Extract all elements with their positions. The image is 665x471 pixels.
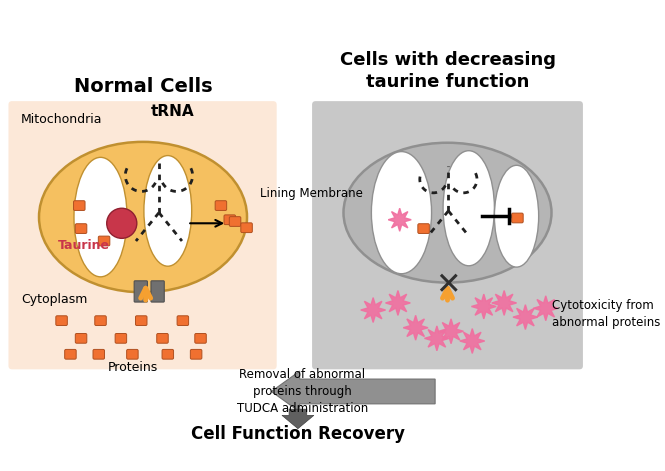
- FancyBboxPatch shape: [418, 224, 430, 234]
- FancyArrow shape: [271, 371, 435, 412]
- Polygon shape: [460, 329, 485, 353]
- Text: Cytoplasm: Cytoplasm: [21, 293, 87, 306]
- FancyBboxPatch shape: [312, 101, 583, 369]
- FancyBboxPatch shape: [74, 201, 85, 211]
- Text: Cell Function Recovery: Cell Function Recovery: [191, 425, 405, 443]
- Polygon shape: [533, 296, 558, 321]
- FancyBboxPatch shape: [126, 349, 138, 359]
- FancyBboxPatch shape: [93, 349, 104, 359]
- Text: Cells with decreasing
taurine function: Cells with decreasing taurine function: [340, 51, 555, 91]
- Text: Removal of abnormal
proteins through
TUDCA administration: Removal of abnormal proteins through TUD…: [237, 368, 368, 415]
- FancyBboxPatch shape: [75, 224, 87, 234]
- FancyBboxPatch shape: [229, 217, 241, 227]
- Text: Taurine: Taurine: [58, 239, 110, 252]
- Polygon shape: [471, 294, 496, 319]
- FancyBboxPatch shape: [95, 316, 106, 325]
- Text: Lining Membrane: Lining Membrane: [260, 187, 362, 200]
- FancyBboxPatch shape: [190, 349, 202, 359]
- Polygon shape: [403, 316, 428, 340]
- FancyArrow shape: [282, 409, 314, 429]
- Text: Cytotoxicity from
abnormal proteins: Cytotoxicity from abnormal proteins: [552, 300, 660, 329]
- FancyBboxPatch shape: [151, 281, 164, 302]
- FancyBboxPatch shape: [215, 201, 227, 211]
- Ellipse shape: [371, 152, 432, 274]
- FancyBboxPatch shape: [136, 316, 147, 325]
- Ellipse shape: [74, 157, 127, 277]
- Polygon shape: [424, 326, 450, 351]
- Polygon shape: [491, 291, 517, 316]
- FancyBboxPatch shape: [134, 281, 148, 302]
- Polygon shape: [388, 208, 411, 231]
- FancyBboxPatch shape: [195, 333, 206, 343]
- Polygon shape: [439, 319, 464, 344]
- Ellipse shape: [494, 165, 539, 267]
- FancyBboxPatch shape: [65, 349, 76, 359]
- FancyBboxPatch shape: [177, 316, 189, 325]
- Circle shape: [106, 208, 137, 238]
- Ellipse shape: [443, 151, 494, 266]
- Ellipse shape: [39, 142, 247, 292]
- Ellipse shape: [344, 143, 551, 283]
- FancyBboxPatch shape: [75, 333, 87, 343]
- Text: tRNA: tRNA: [150, 104, 194, 119]
- Text: Proteins: Proteins: [107, 361, 158, 374]
- FancyBboxPatch shape: [56, 316, 67, 325]
- FancyBboxPatch shape: [157, 333, 168, 343]
- Text: ✕: ✕: [435, 272, 460, 300]
- FancyBboxPatch shape: [224, 215, 235, 225]
- Ellipse shape: [144, 155, 192, 266]
- FancyBboxPatch shape: [9, 101, 277, 369]
- Text: Normal Cells: Normal Cells: [74, 77, 212, 97]
- FancyBboxPatch shape: [511, 213, 523, 223]
- FancyBboxPatch shape: [115, 333, 126, 343]
- Polygon shape: [513, 305, 538, 330]
- FancyBboxPatch shape: [241, 223, 252, 233]
- Text: Mitochondria: Mitochondria: [21, 113, 102, 126]
- Polygon shape: [386, 291, 410, 316]
- FancyBboxPatch shape: [162, 349, 174, 359]
- FancyBboxPatch shape: [98, 236, 110, 246]
- Polygon shape: [360, 298, 386, 323]
